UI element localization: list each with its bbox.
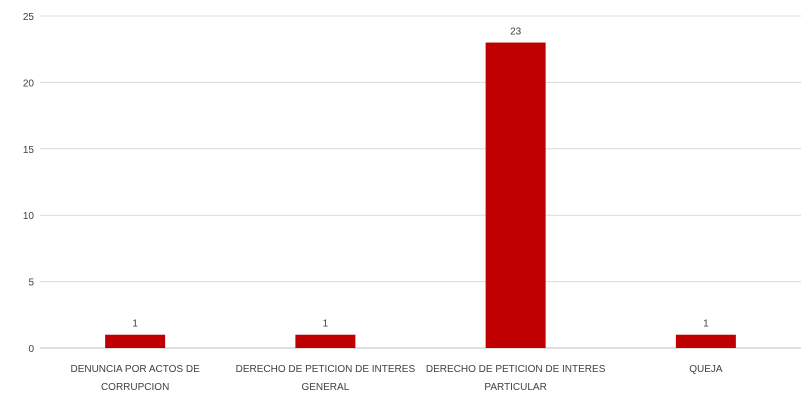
bar-1 [105, 334, 166, 348]
category-label: DERECHO DE PETICION DE INTERES [426, 364, 606, 375]
bar-3 [485, 42, 546, 349]
category-label: CORRUPCION [101, 382, 169, 393]
category-label: PARTICULAR [484, 382, 546, 393]
bar-4 [675, 334, 736, 348]
data-label: 1 [323, 319, 329, 330]
data-label: 1 [703, 319, 709, 330]
y-tick-label: 5 [28, 278, 34, 289]
bar-2 [295, 334, 356, 348]
category-label: DENUNCIA POR ACTOS DE [70, 364, 200, 375]
category-label: QUEJA [689, 364, 723, 375]
data-label: 1 [132, 319, 138, 330]
y-tick-label: 10 [23, 211, 35, 222]
y-tick-label: 20 [23, 78, 35, 89]
y-tick-label: 25 [23, 12, 35, 23]
category-label: GENERAL [301, 382, 349, 393]
y-tick-label: 15 [23, 145, 35, 156]
y-tick-label: 0 [28, 344, 34, 355]
data-label: 23 [510, 27, 522, 38]
category-label: DERECHO DE PETICION DE INTERES [236, 364, 416, 375]
